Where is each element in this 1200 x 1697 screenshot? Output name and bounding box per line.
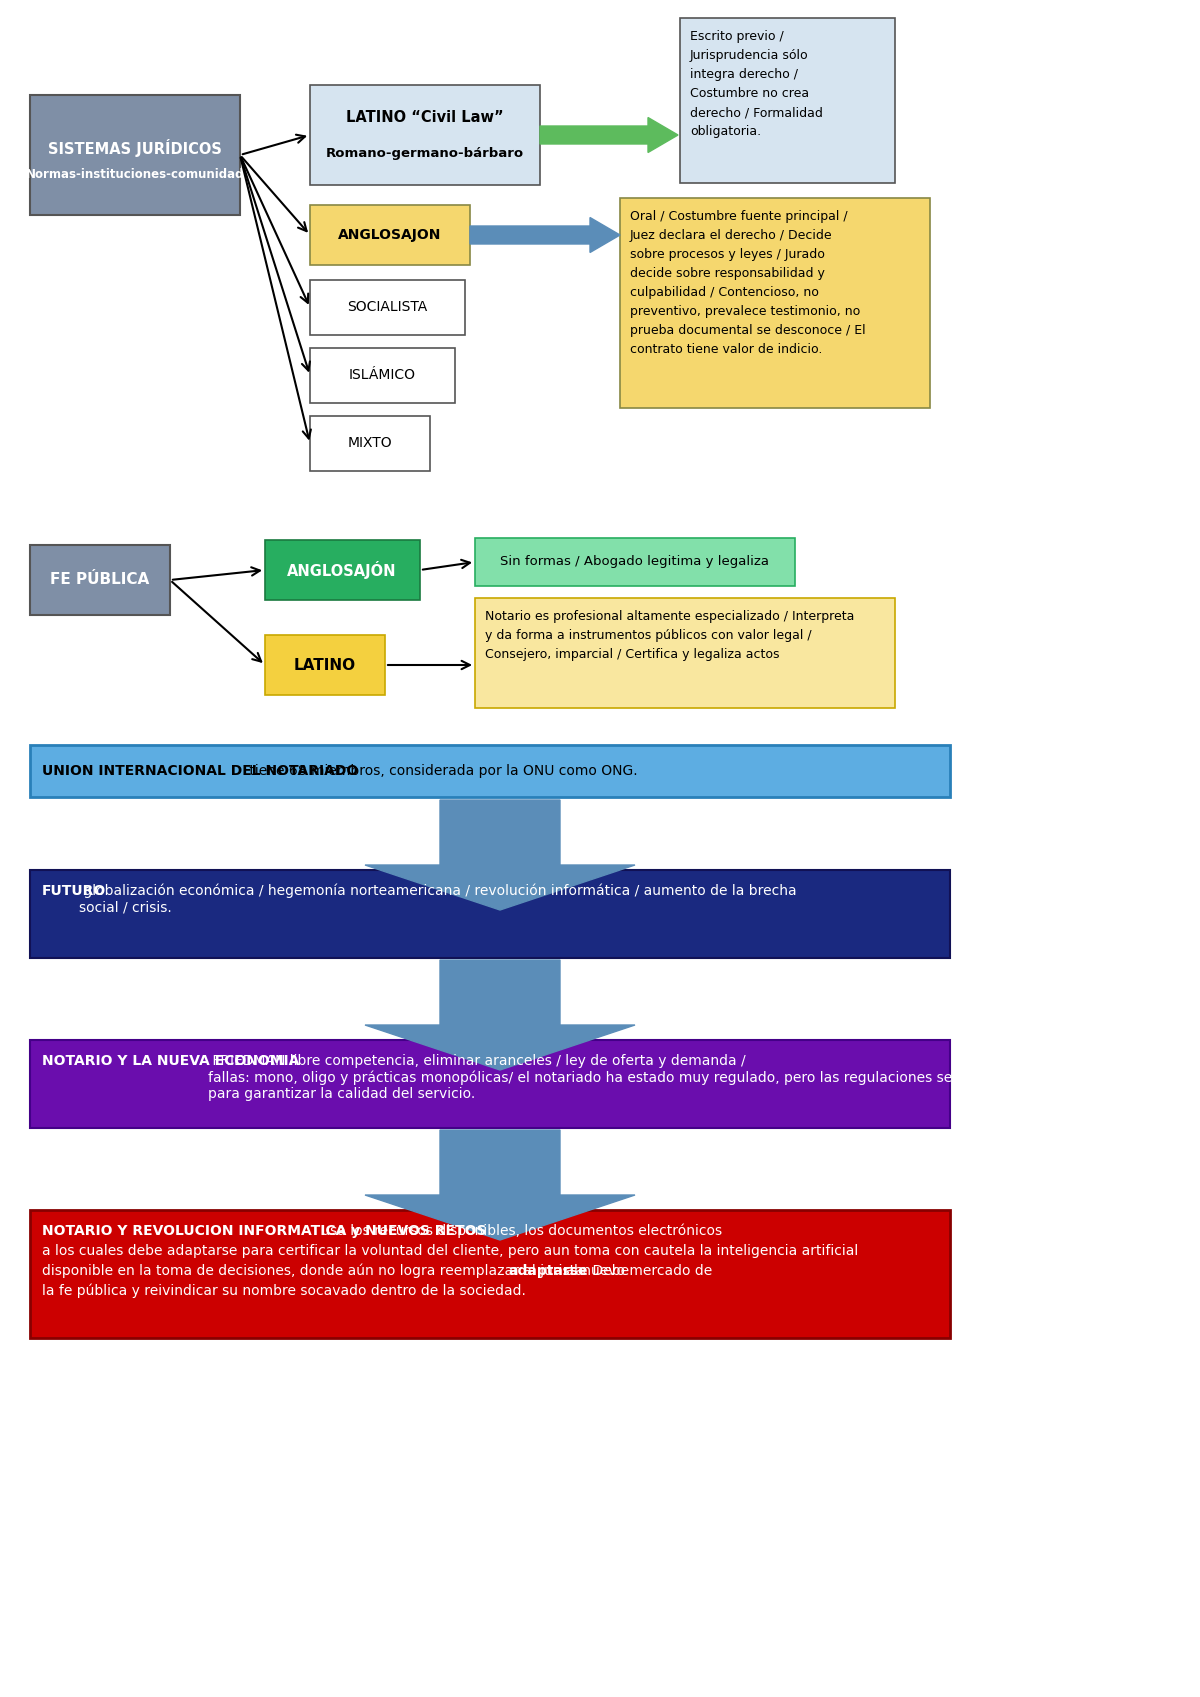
Text: LATINO: LATINO — [294, 657, 356, 672]
Text: ISLÁMICO: ISLÁMICO — [348, 368, 415, 382]
Text: SISTEMAS JURÍDICOS: SISTEMAS JURÍDICOS — [48, 139, 222, 158]
Polygon shape — [365, 799, 635, 910]
Text: NOTARIO Y REVOLUCION INFORMATICA y NUEVOS RETOS: NOTARIO Y REVOLUCION INFORMATICA y NUEVO… — [42, 1224, 486, 1239]
FancyBboxPatch shape — [310, 85, 540, 185]
Text: Romano-germano-bárbaro: Romano-germano-bárbaro — [326, 146, 524, 160]
Polygon shape — [540, 117, 678, 153]
FancyBboxPatch shape — [310, 205, 470, 265]
Text: ANGLOSAJÓN: ANGLOSAJÓN — [287, 562, 397, 579]
FancyBboxPatch shape — [310, 280, 466, 334]
Polygon shape — [365, 1130, 635, 1241]
FancyBboxPatch shape — [475, 597, 895, 708]
Text: LATINO “Civil Law”: LATINO “Civil Law” — [346, 110, 504, 126]
FancyBboxPatch shape — [30, 1210, 950, 1337]
Text: a los cuales debe adaptarse para certificar la voluntad del cliente, pero aun to: a los cuales debe adaptarse para certifi… — [42, 1244, 858, 1257]
Text: FE PÚBLICA: FE PÚBLICA — [50, 572, 150, 587]
Text: Sin formas / Abogado legitima y legaliza: Sin formas / Abogado legitima y legaliza — [500, 555, 769, 568]
Text: globalización económica / hegemonía norteamericana / revolución informática / au: globalización económica / hegemonía nort… — [79, 884, 797, 915]
FancyBboxPatch shape — [30, 95, 240, 216]
FancyBboxPatch shape — [30, 1040, 950, 1129]
FancyBboxPatch shape — [30, 545, 170, 614]
Text: Oral / Costumbre fuente principal /
Juez declara el derecho / Decide
sobre proce: Oral / Costumbre fuente principal / Juez… — [630, 210, 865, 356]
Text: la fe pública y reivindicar su nombre socavado dentro de la sociedad.: la fe pública y reivindicar su nombre so… — [42, 1285, 526, 1298]
Text: UNION INTERNACIONAL DEL NOTARIADO: UNION INTERNACIONAL DEL NOTARIADO — [42, 764, 359, 777]
Text: tiene 68 miembros, considerada por la ONU como ONG.: tiene 68 miembros, considerada por la ON… — [245, 764, 637, 777]
Text: Normas-instituciones-comunidad: Normas-instituciones-comunidad — [25, 168, 245, 182]
FancyBboxPatch shape — [30, 745, 950, 798]
FancyBboxPatch shape — [310, 348, 455, 402]
FancyBboxPatch shape — [30, 871, 950, 959]
Polygon shape — [470, 217, 620, 253]
Polygon shape — [365, 961, 635, 1071]
Text: Notario es profesional altamente especializado / Interpreta
y da forma a instrum: Notario es profesional altamente especia… — [485, 609, 854, 662]
Text: usa los recursos disponibles, los documentos electrónicos: usa los recursos disponibles, los docume… — [317, 1224, 722, 1239]
Text: al nuevo mercado de: al nuevo mercado de — [560, 1264, 712, 1278]
Text: disponible en la toma de decisiones, donde aún no logra reemplazar al jurista. D: disponible en la toma de decisiones, don… — [42, 1264, 634, 1278]
Text: Escrito previo /
Jurisprudencia sólo
integra derecho /
Costumbre no crea
derecho: Escrito previo / Jurisprudencia sólo int… — [690, 31, 823, 137]
Text: ANGLOSAJON: ANGLOSAJON — [338, 227, 442, 243]
FancyBboxPatch shape — [265, 635, 385, 696]
Text: FUTURO: FUTURO — [42, 884, 107, 898]
Text: NOTARIO Y LA NUEVA ECONOMIA: NOTARIO Y LA NUEVA ECONOMIA — [42, 1054, 299, 1067]
FancyBboxPatch shape — [680, 19, 895, 183]
Text: MIXTO: MIXTO — [348, 436, 392, 450]
FancyBboxPatch shape — [475, 538, 796, 585]
Text: FRIEDMAN libre competencia, eliminar aranceles / ley de oferta y demanda /
falla: FRIEDMAN libre competencia, eliminar ara… — [208, 1054, 1001, 1101]
FancyBboxPatch shape — [620, 199, 930, 407]
Text: adaptarse: adaptarse — [509, 1264, 588, 1278]
Text: SOCIALISTA: SOCIALISTA — [347, 300, 427, 314]
FancyBboxPatch shape — [310, 416, 430, 472]
FancyBboxPatch shape — [265, 540, 420, 601]
